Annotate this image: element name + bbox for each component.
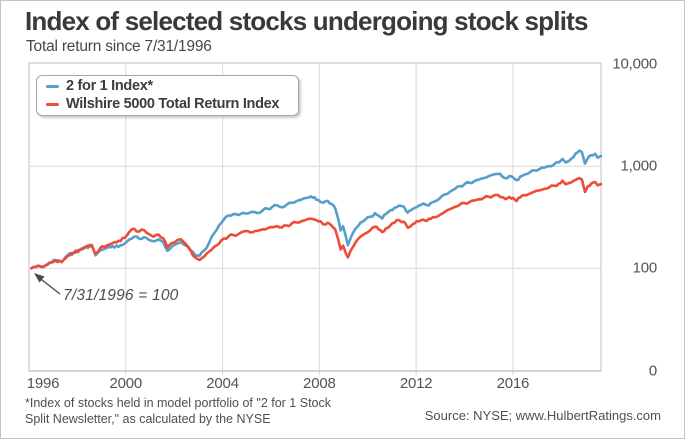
base-value-annotation: 7/31/1996 = 100 [63,287,179,304]
y-axis-label-1000: 1,000 [620,157,657,175]
annotation-arrow-head [34,273,45,283]
chart-subtitle: Total return since 7/31/1996 [26,38,212,55]
footnote-line-2: Split Newsletter," as calculated by the … [25,412,271,427]
source-credit: Source: NYSE; www.HulbertRatings.com [424,408,661,423]
red-line-swatch [46,102,59,107]
footnote: *Index of stocks held in model portfolio… [25,395,331,428]
x-axis-label-2016: 2016 [496,375,530,392]
chart-title: Index of selected stocks undergoing stoc… [25,6,588,36]
legend-label-2for1: 2 for 1 Index* [66,78,153,94]
y-axis-label-10000: 10,000 [612,55,657,73]
legend-item-2for1: 2 for 1 Index* [46,78,298,95]
legend-label-wilshire: Wilshire 5000 Total Return Index [66,96,280,112]
blue-line-swatch [46,84,59,89]
x-axis-label-2012: 2012 [399,375,433,392]
legend-item-wilshire: Wilshire 5000 Total Return Index [46,96,298,113]
y-axis-label-0: 0 [648,362,657,380]
x-axis-label-1996: 1996 [26,375,60,392]
x-axis-label-2004: 2004 [206,375,239,392]
series-line-wilshire [30,176,603,270]
series-line-2for1 [30,149,603,270]
y-axis-label-100: 100 [632,259,658,277]
x-axis-label-2008: 2008 [303,375,336,392]
legend-box: 2 for 1 Index* Wilshire 5000 Total Retur… [36,75,299,116]
footnote-line-1: *Index of stocks held in model portfolio… [25,396,331,410]
x-axis-label-2000: 2000 [109,375,143,392]
